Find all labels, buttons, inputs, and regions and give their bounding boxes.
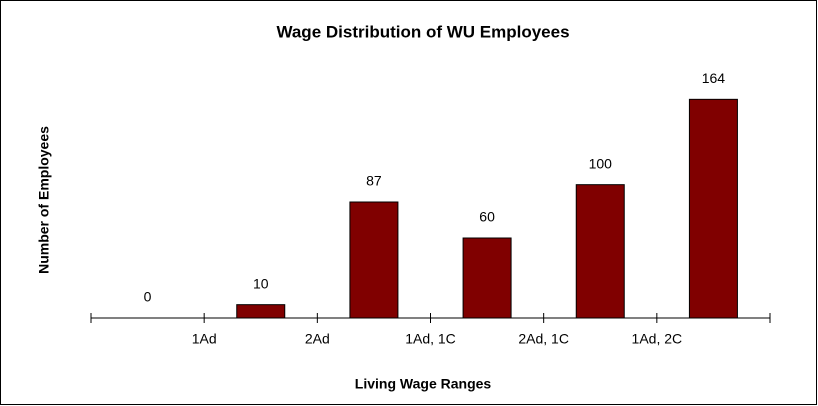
x-tick-label: 2Ad	[305, 331, 330, 347]
bar	[462, 237, 512, 319]
bar	[349, 201, 399, 319]
data-label: 100	[589, 155, 613, 171]
data-label: 10	[253, 275, 269, 291]
data-label: 164	[702, 70, 726, 86]
bar	[575, 184, 625, 319]
y-axis-title: Number of Employees	[36, 126, 52, 274]
data-label: 0	[144, 289, 152, 305]
bar	[688, 98, 738, 319]
bar	[236, 304, 286, 319]
x-axis-title: Living Wage Ranges	[355, 376, 492, 392]
chart-title: Wage Distribution of WU Employees	[276, 22, 569, 41]
x-tick-label: 1Ad, 2C	[632, 331, 683, 347]
data-label: 87	[366, 173, 382, 189]
x-tick-label: 1Ad, 1C	[405, 331, 456, 347]
data-label: 60	[479, 209, 495, 225]
x-tick-label: 1Ad	[192, 331, 217, 347]
x-tick-label: 2Ad, 1C	[518, 331, 569, 347]
